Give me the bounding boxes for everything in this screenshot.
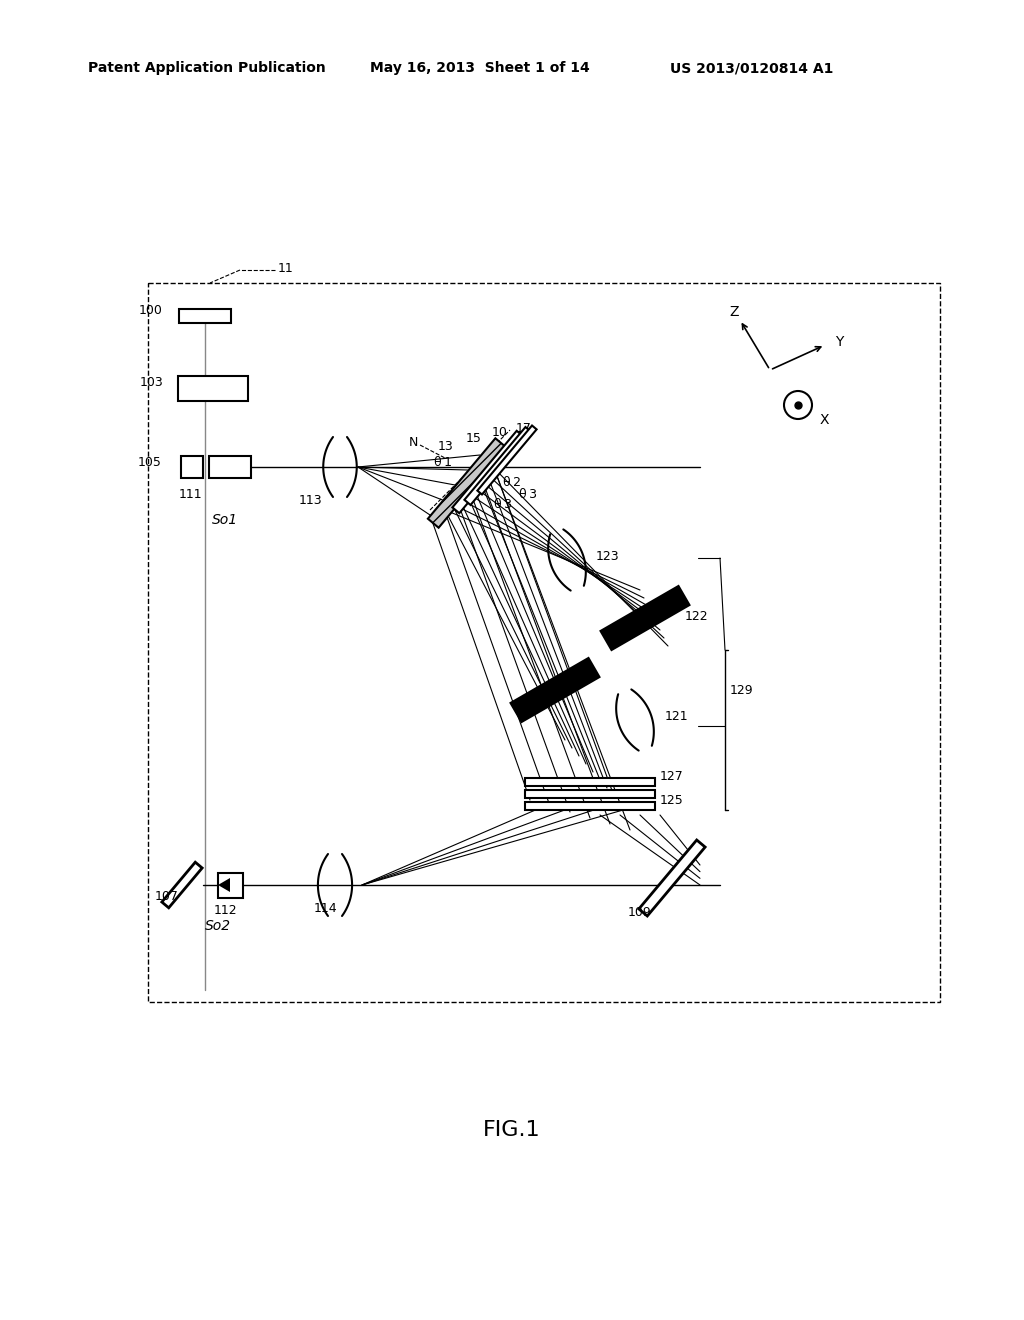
Text: So1: So1 [212,513,238,527]
Circle shape [784,391,812,418]
Polygon shape [218,878,230,892]
Bar [209,455,251,478]
Text: 114: 114 [313,902,337,915]
Text: N: N [409,437,418,450]
Text: θ 3: θ 3 [494,498,512,511]
Text: 17: 17 [516,421,531,434]
Bar [525,803,655,810]
Bar [525,777,655,785]
Bar [453,430,523,513]
Bar [148,282,940,1002]
Text: FIG.1: FIG.1 [483,1119,541,1140]
Text: So2: So2 [205,919,231,933]
Bar [511,657,599,722]
Bar [639,840,706,916]
Text: 127: 127 [660,770,684,783]
Text: 129: 129 [730,684,754,697]
Bar [465,428,531,506]
Text: θ 1: θ 1 [434,457,452,470]
Text: θ 3: θ 3 [519,487,537,500]
Bar [600,586,689,649]
Bar [181,455,203,478]
Text: 122: 122 [685,610,709,623]
Bar [179,309,231,323]
Bar [428,438,506,528]
Bar [162,862,202,908]
Bar [217,873,243,898]
Text: 121: 121 [665,710,688,722]
Text: X: X [820,413,829,426]
Text: 105: 105 [138,455,162,469]
Text: 15: 15 [466,432,482,445]
Text: 111: 111 [178,488,202,502]
Text: 113: 113 [298,494,322,507]
Text: 112: 112 [213,903,237,916]
Bar [178,375,248,400]
Text: 109: 109 [628,906,652,919]
Text: 11: 11 [278,261,294,275]
Text: 107: 107 [155,890,179,903]
Bar [525,789,655,799]
Text: Z: Z [729,305,738,319]
Text: 100: 100 [139,304,163,317]
Text: May 16, 2013  Sheet 1 of 14: May 16, 2013 Sheet 1 of 14 [370,61,590,75]
Text: Patent Application Publication: Patent Application Publication [88,61,326,75]
Text: 123: 123 [596,549,620,562]
Text: θ 2: θ 2 [503,477,521,490]
Text: 103: 103 [139,375,163,388]
Text: US 2013/0120814 A1: US 2013/0120814 A1 [670,61,834,75]
Text: 10: 10 [493,426,508,440]
Text: 125: 125 [660,793,684,807]
Bar [477,425,537,495]
Text: Y: Y [835,335,844,348]
Text: 13: 13 [438,441,454,454]
